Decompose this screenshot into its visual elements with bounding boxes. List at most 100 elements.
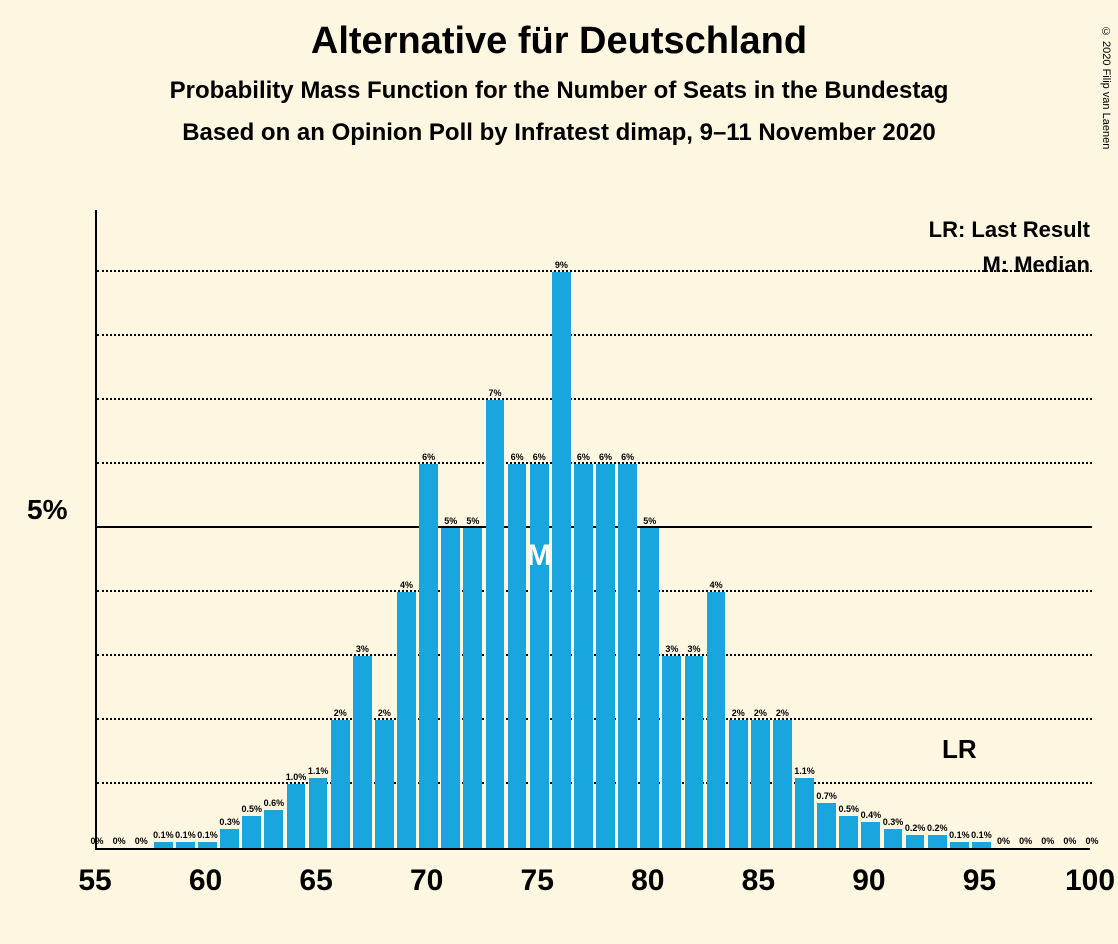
bar [441, 528, 460, 848]
bar [928, 835, 947, 848]
bar [729, 720, 748, 848]
bar-value-label: 0% [997, 836, 1010, 846]
x-axis-tick-label: 100 [1065, 864, 1115, 898]
chart-area: 0%0%0%0.1%0.1%0.1%0.3%0.5%0.6%1.0%1.1%2%… [95, 210, 1090, 850]
bar-value-label: 5% [444, 516, 457, 526]
chart-subtitle-1: Probability Mass Function for the Number… [0, 77, 1118, 105]
bar-value-label: 9% [555, 260, 568, 270]
bar-value-label: 6% [599, 452, 612, 462]
x-axis-tick-label: 70 [410, 864, 443, 898]
bar [906, 835, 925, 848]
bar-value-label: 6% [577, 452, 590, 462]
bar [817, 803, 836, 848]
bar-value-label: 0.2% [927, 823, 948, 833]
bar [309, 778, 328, 848]
bar-value-label: 0% [1019, 836, 1032, 846]
bar [574, 464, 593, 848]
bar-value-label: 4% [400, 580, 413, 590]
bar [353, 656, 372, 848]
x-axis-tick-label: 55 [78, 864, 111, 898]
bar-value-label: 6% [621, 452, 634, 462]
bar-value-label: 6% [511, 452, 524, 462]
last-result-marker: LR [942, 734, 977, 765]
bar-value-label: 0.5% [242, 804, 263, 814]
bar-value-label: 2% [334, 708, 347, 718]
bar-value-label: 0.1% [153, 830, 174, 840]
x-axis-tick-label: 80 [631, 864, 664, 898]
bar [198, 842, 217, 848]
bar-value-label: 0.1% [971, 830, 992, 840]
bar [751, 720, 770, 848]
median-marker: M [527, 539, 552, 573]
x-axis-labels: 556065707580859095100 [95, 858, 1090, 898]
bar-value-label: 0% [1085, 836, 1098, 846]
bar [596, 464, 615, 848]
bar [861, 822, 880, 848]
bar-value-label: 7% [488, 388, 501, 398]
bar [618, 464, 637, 848]
bar [530, 464, 549, 848]
bar-value-label: 2% [776, 708, 789, 718]
bar-value-label: 0.6% [264, 798, 285, 808]
copyright-text: © 2020 Filip van Laenen [1100, 26, 1112, 149]
bar-value-label: 2% [732, 708, 745, 718]
bar [375, 720, 394, 848]
bar-value-label: 3% [687, 644, 700, 654]
bar-value-label: 0.4% [861, 810, 882, 820]
bar-value-label: 6% [422, 452, 435, 462]
bar [773, 720, 792, 848]
chart-subtitle-2: Based on an Opinion Poll by Infratest di… [0, 119, 1118, 147]
y-axis-label: 5% [27, 494, 67, 526]
bar [242, 816, 261, 848]
bar [419, 464, 438, 848]
bar [331, 720, 350, 848]
bar [287, 784, 306, 848]
bar-value-label: 0% [113, 836, 126, 846]
bar-value-label: 0.1% [197, 830, 218, 840]
bar [640, 528, 659, 848]
x-axis-tick-label: 85 [742, 864, 775, 898]
x-axis-tick-label: 75 [521, 864, 554, 898]
x-axis-tick-label: 95 [963, 864, 996, 898]
bar [685, 656, 704, 848]
bar-value-label: 1.1% [794, 766, 815, 776]
bar-value-label: 3% [665, 644, 678, 654]
bar-value-label: 4% [710, 580, 723, 590]
x-axis-tick-label: 90 [852, 864, 885, 898]
bar-value-label: 1.0% [286, 772, 307, 782]
bar [972, 842, 991, 848]
bar-value-label: 0.1% [175, 830, 196, 840]
bar-value-label: 0% [1041, 836, 1054, 846]
bar-value-label: 0.2% [905, 823, 926, 833]
bar [220, 829, 239, 848]
bar-value-label: 0.3% [219, 817, 240, 827]
bar-value-label: 1.1% [308, 766, 329, 776]
bar-value-label: 5% [643, 516, 656, 526]
bar-value-label: 0.7% [816, 791, 837, 801]
bar-value-label: 3% [356, 644, 369, 654]
bar [950, 842, 969, 848]
bar [707, 592, 726, 848]
bar [508, 464, 527, 848]
bar-value-label: 6% [533, 452, 546, 462]
bar [662, 656, 681, 848]
bar [839, 816, 858, 848]
x-axis-tick-label: 60 [189, 864, 222, 898]
bar-value-label: 0% [1063, 836, 1076, 846]
plot-area: 0%0%0%0.1%0.1%0.1%0.3%0.5%0.6%1.0%1.1%2%… [95, 210, 1090, 850]
x-axis-tick-label: 65 [299, 864, 332, 898]
bar-value-label: 2% [754, 708, 767, 718]
bar [154, 842, 173, 848]
bar [795, 778, 814, 848]
bar-value-label: 5% [466, 516, 479, 526]
bar-value-label: 2% [378, 708, 391, 718]
bar [486, 400, 505, 848]
bar [552, 272, 571, 848]
bar-value-label: 0.5% [839, 804, 860, 814]
bar [463, 528, 482, 848]
bar-value-label: 0% [90, 836, 103, 846]
bar [264, 810, 283, 848]
bar-value-label: 0.3% [883, 817, 904, 827]
bar [176, 842, 195, 848]
bar [884, 829, 903, 848]
